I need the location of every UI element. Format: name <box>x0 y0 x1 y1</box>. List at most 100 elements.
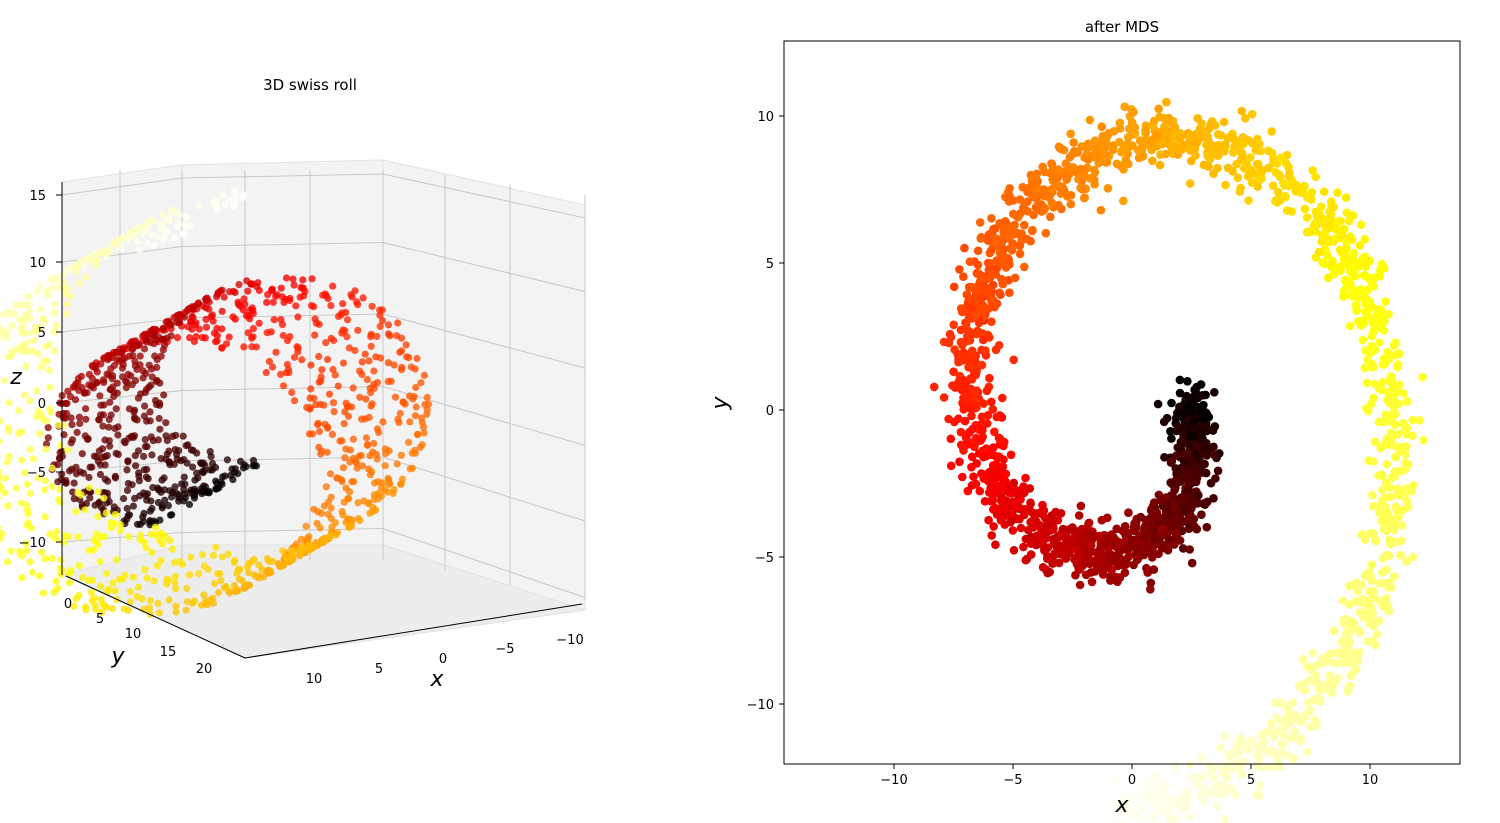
mds-point <box>991 345 1001 355</box>
mds-point <box>981 346 990 355</box>
mds-point <box>973 246 983 256</box>
mds-point <box>1167 456 1177 466</box>
roll-point <box>358 462 367 470</box>
roll-point <box>120 605 128 613</box>
roll-point <box>164 215 173 223</box>
mds-point <box>1047 185 1057 194</box>
mds-point <box>1287 714 1296 723</box>
mds-point <box>1393 360 1403 370</box>
mds-point <box>970 440 979 450</box>
mds-point <box>1220 147 1229 156</box>
roll-point <box>78 450 86 458</box>
mds-point <box>1396 442 1406 452</box>
roll-point <box>351 287 359 295</box>
roll-point <box>99 411 107 419</box>
mds-point <box>1365 587 1374 596</box>
mds-point <box>1097 122 1107 131</box>
roll-point <box>289 546 297 554</box>
roll-point <box>423 406 431 414</box>
mds-point <box>1181 788 1191 798</box>
roll-point <box>98 445 107 453</box>
mds-point <box>996 487 1006 497</box>
roll-point <box>23 501 31 509</box>
mds-point <box>1154 104 1163 114</box>
roll-point <box>150 242 158 250</box>
roll-point <box>134 447 143 455</box>
roll-point <box>44 434 52 442</box>
roll-point <box>156 425 164 433</box>
mds-point <box>1398 505 1407 515</box>
mds-point <box>956 325 966 335</box>
roll-point <box>424 400 433 408</box>
grid-line <box>61 317 183 333</box>
x-tick-label: −5 <box>495 642 514 657</box>
roll-point <box>75 279 84 287</box>
mds-point <box>1211 790 1220 799</box>
mds-point <box>1138 803 1147 813</box>
mds-point <box>986 496 996 506</box>
roll-point <box>93 368 101 376</box>
roll-point <box>341 327 349 335</box>
roll-point <box>51 347 59 355</box>
y-tick-label: 20 <box>196 662 213 677</box>
mds-point <box>1327 260 1337 270</box>
roll-point <box>4 558 12 566</box>
mds-point <box>939 393 949 402</box>
roll-point <box>23 329 31 337</box>
roll-point <box>231 556 239 565</box>
mds-point <box>1247 178 1257 187</box>
roll-point <box>213 324 221 332</box>
roll-point <box>307 385 315 393</box>
roll-point <box>135 224 143 232</box>
mds-point <box>1303 662 1312 671</box>
roll-point <box>349 435 357 443</box>
mds-point <box>1015 241 1025 251</box>
roll-point <box>18 428 26 436</box>
mds-point <box>959 405 968 414</box>
chart-mds: after MDS −10 −5 0 5 10 10 5 0 −5 −10 x y <box>708 18 1461 823</box>
mds-point <box>1368 490 1377 500</box>
mds-point <box>1170 505 1180 514</box>
mds-point <box>975 218 985 227</box>
mds-point <box>1316 202 1326 212</box>
roll-point <box>255 561 263 569</box>
roll-point <box>90 536 98 544</box>
grid-line <box>181 242 384 247</box>
roll-point <box>75 413 83 421</box>
mds-point <box>1273 751 1282 760</box>
roll-point <box>384 321 393 329</box>
roll-point <box>364 500 372 508</box>
roll-point <box>373 332 381 341</box>
mds-point <box>1210 422 1220 431</box>
mds-point <box>972 268 982 278</box>
roll-point <box>143 490 152 498</box>
mds-point <box>1395 491 1405 500</box>
roll-point <box>414 430 422 438</box>
roll-point <box>159 346 167 354</box>
roll-point <box>359 294 367 302</box>
mds-point <box>1340 286 1349 296</box>
roll-point <box>126 598 134 606</box>
mds-point <box>1267 127 1276 136</box>
mds-point <box>1200 500 1210 510</box>
roll-point <box>223 456 231 464</box>
mds-point <box>1020 198 1029 208</box>
mds-point <box>983 258 993 268</box>
roll-point <box>52 321 60 330</box>
roll-point <box>84 435 92 443</box>
roll-point <box>121 571 129 579</box>
roll-point <box>219 191 227 199</box>
z-axis-label: z <box>9 365 22 390</box>
mds-point <box>1370 437 1380 447</box>
roll-point <box>0 483 5 491</box>
roll-point <box>110 519 118 528</box>
mds-point <box>1311 661 1320 671</box>
mds-point <box>1325 671 1335 680</box>
mds-point <box>1109 127 1119 136</box>
roll-point <box>320 535 328 543</box>
mds-point <box>1056 509 1066 518</box>
roll-point <box>135 340 143 348</box>
mds-point <box>1390 572 1399 581</box>
roll-point <box>357 451 365 459</box>
